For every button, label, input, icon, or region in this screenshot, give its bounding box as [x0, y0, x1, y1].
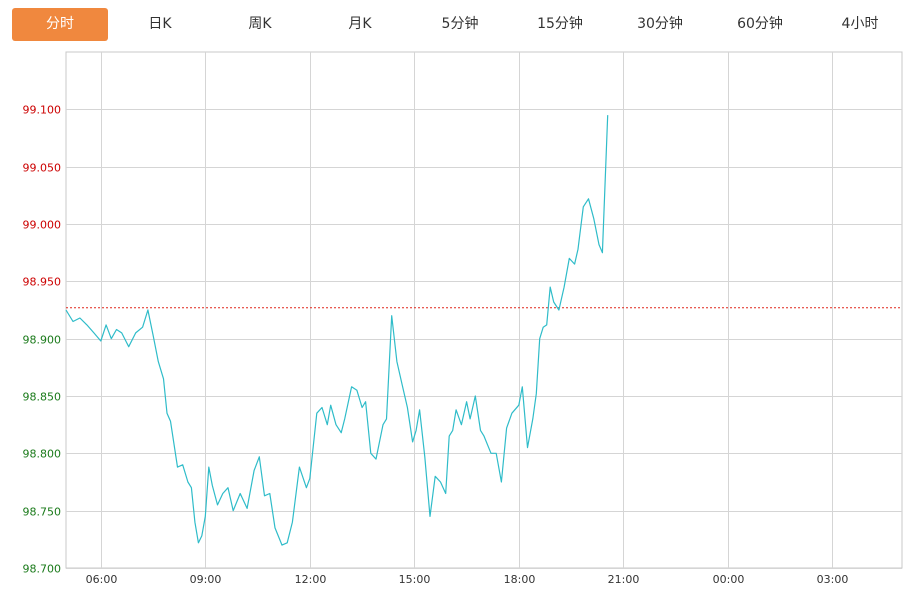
tab-4-hour[interactable]: 4小时 [841, 16, 879, 32]
y-tick-label: 98.950 [23, 276, 62, 289]
y-tick-label: 99.000 [23, 219, 62, 232]
period-tab-bar: 分时 日K 周K 月K 5分钟 15分钟 30分钟 60分钟 4小时 [0, 0, 913, 46]
x-tick-label: 03:00 [817, 573, 849, 586]
y-tick-label: 98.750 [23, 506, 62, 519]
tab-15-minute[interactable]: 15分钟 [537, 16, 583, 32]
y-tick-label: 98.800 [23, 448, 62, 461]
x-tick-label: 15:00 [399, 573, 431, 586]
x-tick-label: 09:00 [190, 573, 222, 586]
tab-30-minute[interactable]: 30分钟 [637, 16, 683, 32]
tab-intraday[interactable]: 分时 [12, 8, 108, 41]
y-tick-label: 98.850 [23, 391, 62, 404]
tab-weekly-k[interactable]: 周K [248, 16, 272, 32]
x-tick-label: 00:00 [713, 573, 745, 586]
x-tick-label: 06:00 [86, 573, 118, 586]
x-tick-label: 21:00 [608, 573, 640, 586]
y-axis-labels: 98.700 98.750 98.800 98.850 98.900 98.950 99.0… [23, 104, 62, 576]
x-tick-label: 12:00 [295, 573, 327, 586]
y-tick-label: 98.900 [23, 334, 62, 347]
tab-daily-k[interactable]: 日K [148, 16, 172, 32]
price-series-line [65, 115, 609, 546]
y-tick-label: 98.700 [23, 563, 62, 576]
x-axis-labels: 06:00 09:00 12:00 15:00 18:00 21:00 00:00 03:00 [86, 573, 849, 586]
x-tick-label: 18:00 [504, 573, 536, 586]
y-tick-label: 99.050 [23, 162, 62, 175]
tab-monthly-k[interactable]: 月K [348, 16, 372, 32]
y-tick-label: 99.100 [23, 104, 62, 117]
tab-60-minute[interactable]: 60分钟 [737, 16, 783, 32]
tab-5-minute[interactable]: 5分钟 [441, 16, 479, 32]
price-line-layer [65, 115, 609, 546]
